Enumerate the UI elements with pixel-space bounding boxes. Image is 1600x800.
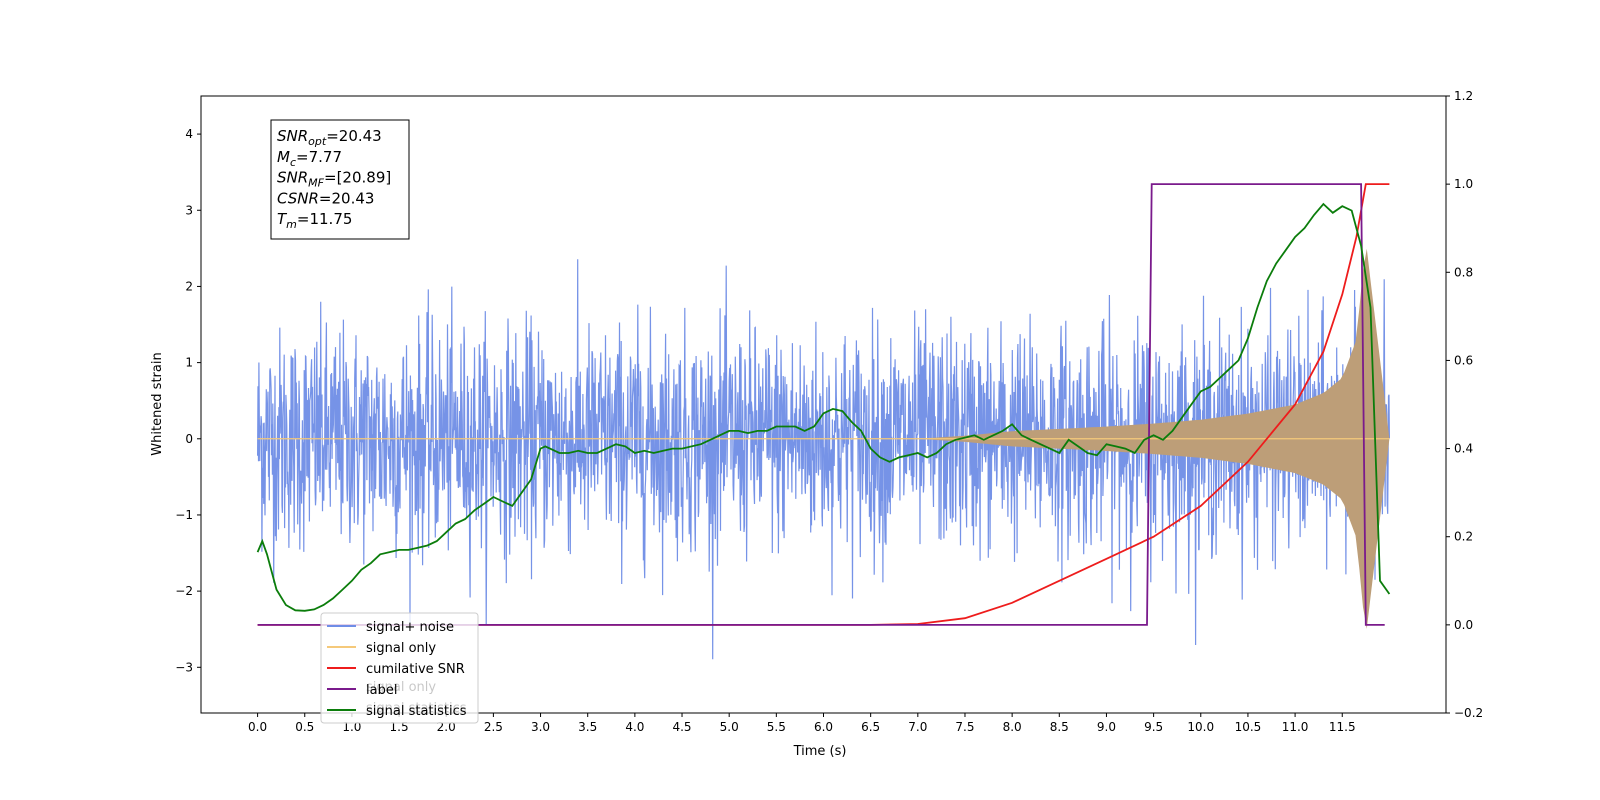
legend-label: signal only: [366, 641, 436, 656]
y-right-tick-label: 1.0: [1454, 177, 1473, 191]
x-tick-label: 11.0: [1282, 720, 1309, 734]
cumulative-snr-line: [257, 183, 1390, 626]
x-tick-label: 4.0: [625, 720, 644, 734]
x-tick-label: 3.0: [531, 720, 550, 734]
annotation-line: Mc=7.77: [277, 148, 342, 169]
annotation-value: =[20.89]: [324, 169, 391, 187]
label-line: [257, 183, 1385, 626]
y-axis-left: −3 −2 −1 0 1 2 3 4: [175, 127, 201, 674]
x-tick-label: 5.0: [720, 720, 739, 734]
x-tick-label: 10.0: [1187, 720, 1214, 734]
x-tick-label: 0.0: [248, 720, 267, 734]
annotation-subscript: m: [286, 218, 297, 231]
x-tick-label: 8.0: [1003, 720, 1022, 734]
x-tick-label: 10.5: [1235, 720, 1262, 734]
annotation-line: Tm=11.75: [277, 210, 352, 231]
annotation-value: =20.43: [326, 127, 382, 145]
annotation-line: SNRMF=[20.89]: [277, 169, 391, 190]
x-tick-label: 2.5: [484, 720, 503, 734]
annotation-line: SNRopt=20.43: [277, 127, 382, 148]
annotation-box: SNRopt=20.43Mc=7.77SNRMF=[20.89]CSNR=20.…: [270, 119, 410, 240]
legend-ghost-label: signal statistics: [366, 701, 467, 716]
legend-label: cumilative SNR: [366, 662, 465, 677]
y-axis-title: Whitened strain: [150, 352, 165, 455]
y-left-tick-label: 0: [185, 432, 193, 446]
y-right-tick-label: 1.2: [1454, 89, 1473, 103]
legend-ghost-label: signal only: [366, 680, 436, 695]
legend-label: label: [366, 683, 397, 698]
x-tick-label: 6.0: [814, 720, 833, 734]
annotation-symbol: SNR: [277, 169, 308, 187]
annotation-symbol: M: [277, 148, 290, 166]
legend-entries: signal+ noise signal only cumilative SNR la…: [327, 620, 467, 719]
legend: signal only signal statistics signal+ noi…: [320, 612, 479, 724]
annotation-symbol: SNR: [277, 127, 308, 145]
y-left-tick-label: −2: [175, 584, 193, 598]
x-axis-title: Time (s): [793, 744, 847, 759]
y-right-tick-label: 0.6: [1454, 353, 1473, 367]
legend-label: signal statistics: [366, 704, 467, 719]
y-right-tick-label: 0.8: [1454, 265, 1473, 279]
annotation-line: CSNR=20.43: [277, 189, 374, 207]
legend-frame: [320, 612, 479, 724]
y-left-tick-label: 4: [185, 127, 193, 141]
x-tick-label: 3.5: [578, 720, 597, 734]
annotation-value: =11.75: [297, 210, 353, 228]
x-tick-label: 0.5: [295, 720, 314, 734]
x-tick-label: 9.5: [1144, 720, 1163, 734]
series-layer: [256, 183, 1391, 660]
x-tick-label: 4.5: [672, 720, 691, 734]
annotation-frame: [270, 119, 410, 240]
y-left-tick-label: 1: [185, 356, 193, 370]
y-left-tick-label: −1: [175, 508, 193, 522]
y-right-tick-label: 0.4: [1454, 442, 1473, 456]
x-tick-label: 6.5: [861, 720, 880, 734]
x-tick-label: 9.0: [1097, 720, 1116, 734]
y-axis-right: −0.2 0.0 0.2 0.4 0.6 0.8 1.0 1.2: [1446, 89, 1483, 720]
annotation-subscript: MF: [308, 177, 324, 190]
y-right-tick-label: −0.2: [1454, 706, 1483, 720]
y-left-tick-label: −3: [175, 660, 193, 674]
annotation-subscript: opt: [308, 135, 327, 148]
annotation-symbol: CSNR: [277, 189, 319, 207]
legend-ghost-layer: signal only signal statistics: [366, 680, 467, 716]
annotation-value: =7.77: [296, 148, 342, 166]
annotation-value: =20.43: [319, 189, 375, 207]
x-tick-label: 7.5: [955, 720, 974, 734]
legend-label: signal+ noise: [366, 620, 454, 635]
x-tick-label: 8.5: [1050, 720, 1069, 734]
annotation-lines: SNRopt=20.43Mc=7.77SNRMF=[20.89]CSNR=20.…: [277, 127, 391, 231]
y-left-tick-label: 3: [185, 203, 193, 217]
signal-statistics-line: [256, 202, 1391, 612]
annotation-symbol: T: [277, 210, 288, 228]
y-left-tick-label: 2: [185, 279, 193, 293]
y-right-tick-label: 0.0: [1454, 618, 1473, 632]
x-tick-label: 11.5: [1329, 720, 1356, 734]
x-tick-label: 7.0: [908, 720, 927, 734]
annotation-subscript: c: [290, 156, 296, 169]
y-right-tick-label: 0.2: [1454, 530, 1473, 544]
x-axis: 0.0 0.5 1.0 1.5 2.0 2.5 3.0 3.5 4.0 4.5 5.0 5.5 6.0 6…: [248, 713, 1356, 734]
x-tick-label: 5.5: [767, 720, 786, 734]
